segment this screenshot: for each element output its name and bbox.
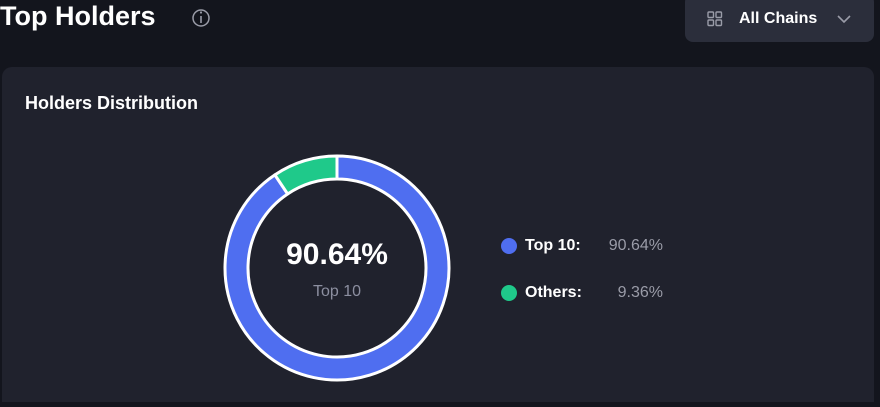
filter-label[interactable]: All Chains — [739, 10, 817, 27]
legend-dot — [501, 285, 517, 301]
legend-value: 9.36% — [618, 284, 663, 301]
donut-segment — [223, 154, 451, 382]
center-value: 90.64% — [286, 238, 388, 271]
legend-label: Top 10: — [525, 237, 581, 254]
legend: Top 10: 90.64% Others: 9.36% — [501, 237, 663, 301]
center-label: Top 10 — [313, 283, 361, 300]
page-title: Top Holders — [0, 1, 156, 31]
card-title: Holders Distribution — [25, 93, 198, 113]
legend-label: Others: — [525, 284, 582, 301]
donut-segment — [273, 154, 339, 196]
legend-dot — [501, 238, 517, 254]
chain-filter[interactable]: All Chains — [685, 0, 874, 42]
legend-value: 90.64% — [609, 237, 663, 254]
info-icon[interactable] — [192, 9, 210, 27]
donut — [223, 154, 451, 382]
